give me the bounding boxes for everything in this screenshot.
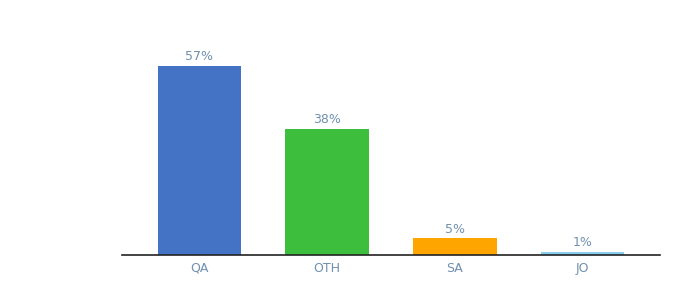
- Bar: [413, 238, 496, 255]
- Bar: [286, 129, 369, 255]
- Bar: [158, 66, 241, 255]
- Text: 1%: 1%: [573, 236, 593, 249]
- Text: 57%: 57%: [185, 50, 213, 63]
- Text: 5%: 5%: [445, 223, 465, 236]
- Bar: [541, 252, 624, 255]
- Text: 38%: 38%: [313, 113, 341, 126]
